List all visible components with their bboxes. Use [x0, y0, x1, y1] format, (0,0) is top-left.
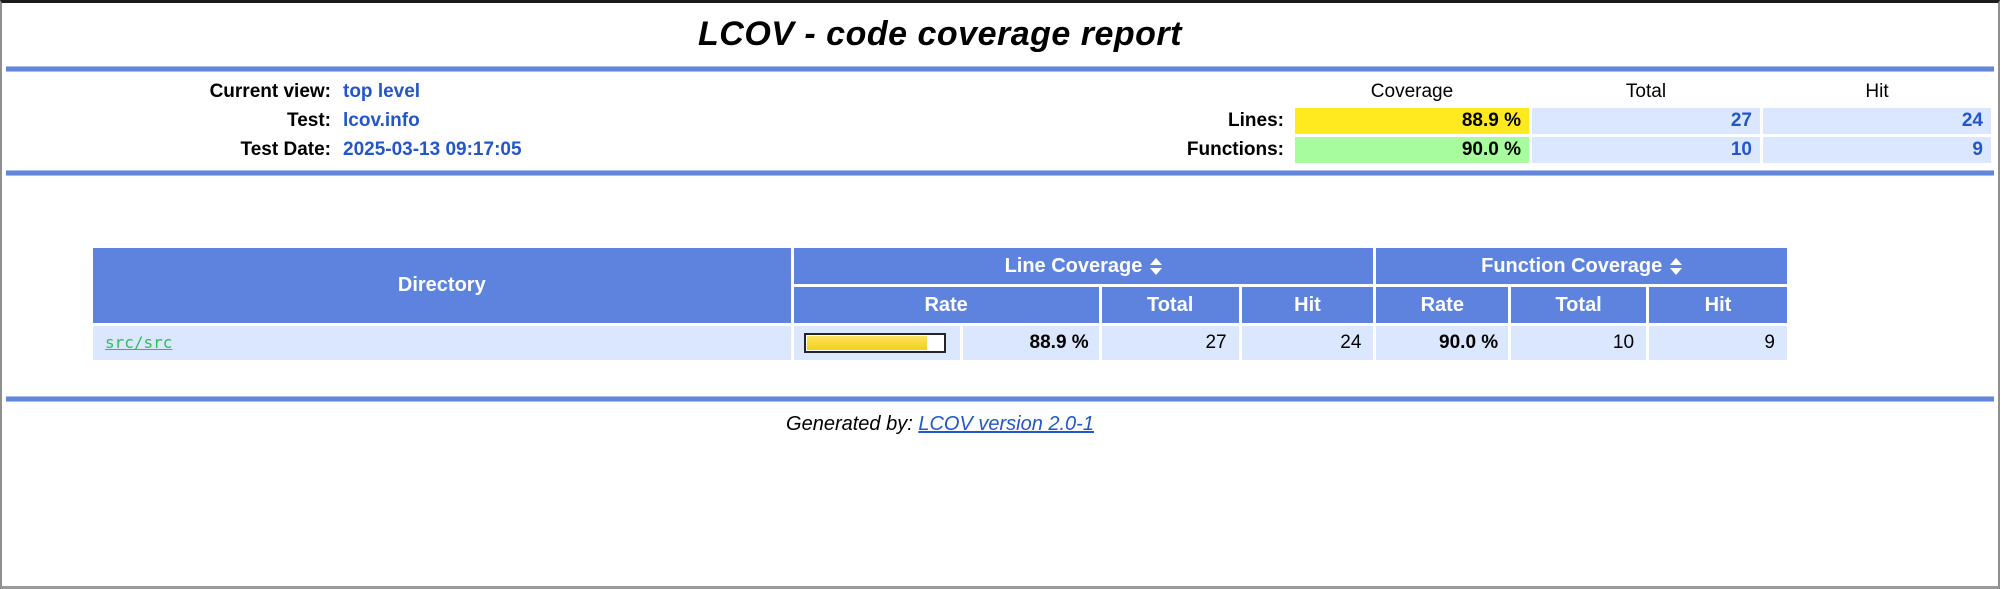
generated-by-label: Generated by: [786, 413, 913, 435]
column-header-func-hit: Hit [1649, 287, 1787, 323]
line-coverage-label: Line Coverage [1004, 254, 1143, 277]
column-header-func-rate: Rate [1376, 287, 1509, 323]
func-total-value: 10 [1511, 326, 1647, 360]
current-view-label: Current view: [209, 81, 331, 102]
sort-updown-icon[interactable] [1150, 257, 1163, 275]
summary-col-hit: Hit [1865, 81, 1889, 102]
header-row-lines: Test: lcov.info Lines: 88.9 % 27 24 [9, 108, 1991, 134]
line-coverage-bar-cell [793, 326, 960, 360]
test-date-label: Test Date: [240, 139, 331, 160]
lcov-version-link[interactable]: LCOV version 2.0-1 [918, 413, 1094, 435]
func-rate-value: 90.0 % [1376, 326, 1509, 360]
line-rate-value: 88.9 % [962, 326, 1099, 360]
header-row-current-view: Current view: top level Coverage Total H… [9, 79, 1991, 105]
lines-total-value: 27 [1532, 108, 1760, 134]
header-row-functions: Test Date: 2025-03-13 09:17:05 Functions… [9, 137, 1991, 163]
directory-link[interactable]: src/src [105, 333, 173, 352]
column-header-function-coverage: Function Coverage [1376, 248, 1787, 284]
sort-updown-icon[interactable] [1670, 257, 1683, 275]
column-header-line-rate: Rate [793, 287, 1099, 323]
divider [6, 170, 1994, 176]
footer: Generated by: LCOV version 2.0-1 [2, 413, 1878, 436]
directory-table-wrap: Directory Line Coverage Function Coverag… [2, 245, 1878, 363]
current-view-value: top level [343, 81, 421, 102]
table-row: src/src 88.9 % 27 24 90.0 % 10 9 [93, 326, 1787, 360]
test-value: lcov.info [343, 110, 420, 131]
functions-total-value: 10 [1532, 137, 1760, 163]
line-total-value: 27 [1101, 326, 1239, 360]
page-title: LCOV - code coverage report [698, 15, 1182, 53]
test-date-value: 2025-03-13 09:17:05 [343, 139, 522, 160]
summary-col-coverage: Coverage [1370, 81, 1454, 102]
test-label: Test: [287, 110, 331, 131]
functions-hit-value: 9 [1763, 137, 1991, 163]
title-wrap: LCOV - code coverage report [2, 15, 1878, 54]
divider [6, 66, 1994, 72]
functions-label: Functions: [1186, 139, 1284, 160]
function-coverage-label: Function Coverage [1481, 254, 1663, 277]
coverage-bar-fill [806, 335, 928, 350]
header-info-table: Current view: top level Coverage Total H… [6, 76, 1994, 166]
lines-label: Lines: [1228, 110, 1284, 131]
directory-coverage-table: Directory Line Coverage Function Coverag… [90, 245, 1790, 363]
lines-coverage-value: 88.9 % [1295, 108, 1529, 134]
functions-coverage-value: 90.0 % [1295, 137, 1529, 163]
line-hit-value: 24 [1241, 326, 1374, 360]
column-header-directory: Directory [93, 248, 791, 323]
column-header-func-total: Total [1511, 287, 1647, 323]
column-header-line-hit: Hit [1241, 287, 1374, 323]
divider [6, 396, 1994, 402]
summary-col-total: Total [1625, 81, 1667, 102]
coverage-bar [803, 332, 946, 353]
lines-hit-value: 24 [1763, 108, 1991, 134]
column-header-line-coverage: Line Coverage [793, 248, 1374, 284]
column-header-line-total: Total [1101, 287, 1239, 323]
func-hit-value: 9 [1649, 326, 1787, 360]
